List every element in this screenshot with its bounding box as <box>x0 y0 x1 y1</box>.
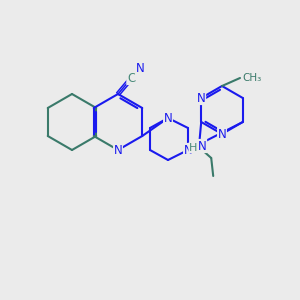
Text: N: N <box>114 143 122 157</box>
Text: C: C <box>127 71 135 85</box>
Text: N: N <box>198 140 207 152</box>
Text: N: N <box>218 128 226 140</box>
Text: H: H <box>189 143 197 153</box>
Text: N: N <box>136 62 144 76</box>
Text: N: N <box>197 92 206 104</box>
Text: N: N <box>164 112 172 124</box>
Text: CH₃: CH₃ <box>242 73 261 83</box>
Text: N: N <box>184 143 192 157</box>
